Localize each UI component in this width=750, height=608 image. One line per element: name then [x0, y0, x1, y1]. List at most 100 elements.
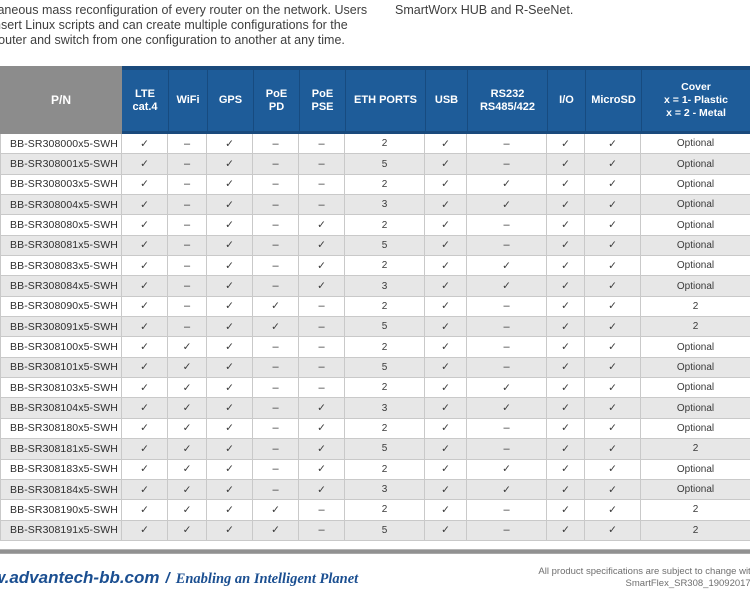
cell-wifi: ✓: [168, 357, 207, 379]
website-link[interactable]: w.advantech-bb.com: [0, 568, 160, 587]
cell-poe-pd: ✓: [253, 520, 299, 541]
cell-rs232-rs485-422: ✓: [467, 479, 547, 501]
cell-gps: ✓: [207, 134, 253, 155]
cell-cover: 2: [641, 297, 750, 318]
cell-wifi: ✓: [168, 459, 207, 480]
cell-lte-cat4: ✓: [122, 296, 168, 318]
cell-io: ✓: [547, 418, 585, 440]
cell-gps: ✓: [207, 337, 253, 358]
cell-rs232-rs485-422: ✓: [467, 174, 547, 196]
cell-poe-pse: ✓: [299, 235, 345, 257]
intro-line-3: router and switch from one configuration…: [0, 33, 345, 48]
cell-io: ✓: [547, 235, 585, 257]
cell-rs232-rs485-422: –: [467, 357, 547, 379]
column-header-pn: P/N: [0, 66, 122, 134]
cell-poe-pse: ✓: [299, 459, 345, 480]
cell-cover: Optional: [641, 480, 750, 501]
cell-gps: ✓: [207, 378, 253, 399]
cell-lte-cat4: ✓: [122, 398, 168, 419]
cell-poe-pse: –: [299, 195, 345, 216]
table-row: BB-SR308104x5-SWH ✓ ✓ ✓ – ✓ 3 ✓ ✓ ✓ ✓ Optional: [0, 398, 750, 419]
cell-usb: ✓: [425, 459, 467, 480]
cell-gps: ✓: [207, 215, 253, 236]
cell-rs232-rs485-422: –: [467, 418, 547, 440]
cell-gps: ✓: [207, 398, 253, 419]
cell-poe-pse: –: [299, 337, 345, 358]
part-number: BB-SR308104x5-SWH: [0, 398, 122, 419]
column-header-eth-ports: ETH PORTS: [345, 66, 425, 134]
cell-rs232-rs485-422: ✓: [467, 276, 547, 297]
cell-usb: ✓: [425, 418, 467, 440]
cell-gps: ✓: [207, 439, 253, 460]
cell-cover: Optional: [641, 460, 750, 480]
cell-gps: ✓: [207, 479, 253, 501]
cell-wifi: –: [168, 134, 207, 155]
cell-microsd: ✓: [585, 439, 641, 460]
cell-poe-pd: –: [253, 398, 299, 419]
cell-eth-ports: 5: [345, 357, 425, 379]
table-row: BB-SR308080x5-SWH ✓ – ✓ – ✓ 2 ✓ – ✓ ✓ Optional: [0, 215, 750, 236]
column-header-lte-cat4: LTE cat.4: [122, 66, 168, 134]
cell-io: ✓: [547, 317, 585, 338]
cell-poe-pd: ✓: [253, 317, 299, 338]
cell-poe-pd: –: [253, 134, 299, 155]
cell-microsd: ✓: [585, 357, 641, 379]
cell-gps: ✓: [207, 154, 253, 175]
cell-lte-cat4: ✓: [122, 256, 168, 277]
cell-io: ✓: [547, 439, 585, 460]
cell-wifi: ✓: [168, 439, 207, 460]
cell-usb: ✓: [425, 195, 467, 216]
cell-usb: ✓: [425, 479, 467, 501]
cell-wifi: ✓: [168, 479, 207, 501]
footer-tagline: Enabling an Intelligent Planet: [175, 571, 359, 587]
cell-usb: ✓: [425, 439, 467, 460]
cell-poe-pse: –: [299, 154, 345, 175]
part-number: BB-SR308184x5-SWH: [0, 479, 122, 501]
cell-lte-cat4: ✓: [122, 235, 168, 257]
cell-eth-ports: 2: [345, 256, 425, 277]
cell-wifi: –: [168, 256, 207, 277]
product-spec-table: P/N LTE cat.4 WiFi GPS PoE PD PoE PSE ETH PORTS US…: [0, 66, 750, 541]
cell-eth-ports: 2: [345, 134, 425, 155]
part-number: BB-SR308090x5-SWH: [0, 296, 122, 318]
cell-cover: Optional: [641, 154, 750, 175]
cell-microsd: ✓: [585, 418, 641, 440]
cell-lte-cat4: ✓: [122, 479, 168, 501]
cell-eth-ports: 5: [345, 520, 425, 541]
table-row: BB-SR308004x5-SWH ✓ – ✓ – –3 ✓ ✓ ✓ ✓ Optional: [0, 195, 750, 216]
cell-cover: Optional: [641, 337, 750, 358]
cell-poe-pd: –: [253, 439, 299, 460]
column-header-io: I/O: [547, 66, 585, 134]
table-row: BB-SR308181x5-SWH ✓ ✓ ✓ – ✓ 5 ✓ – ✓ ✓ 2: [0, 439, 750, 460]
cell-poe-pse: ✓: [299, 398, 345, 419]
table-row: BB-SR308190x5-SWH ✓ ✓ ✓ ✓ –2 ✓ – ✓ ✓ 2: [0, 500, 750, 521]
cell-poe-pse: ✓: [299, 256, 345, 277]
cell-io: ✓: [547, 398, 585, 419]
cell-cover: Optional: [641, 175, 750, 196]
cell-rs232-rs485-422: –: [467, 134, 547, 155]
cell-lte-cat4: ✓: [122, 459, 168, 480]
part-number: BB-SR308000x5-SWH: [0, 134, 122, 155]
cell-microsd: ✓: [585, 520, 641, 541]
cell-io: ✓: [547, 195, 585, 216]
cell-cover: 2: [641, 317, 750, 338]
cell-poe-pse: ✓: [299, 439, 345, 460]
cell-rs232-rs485-422: –: [467, 337, 547, 358]
cell-io: ✓: [547, 378, 585, 399]
footer-branding: w.advantech-bb.com / Enabling an Intellige…: [0, 568, 358, 588]
table-row: BB-SR308100x5-SWH ✓ ✓ ✓ – –2 ✓ – ✓ ✓ Optional: [0, 337, 750, 358]
cell-gps: ✓: [207, 195, 253, 216]
intro-paragraph-left: taneous mass reconfiguration of every ro…: [0, 3, 384, 49]
cell-rs232-rs485-422: –: [467, 215, 547, 236]
cell-gps: ✓: [207, 256, 253, 277]
cell-lte-cat4: ✓: [122, 439, 168, 460]
cell-io: ✓: [547, 174, 585, 196]
cell-usb: ✓: [425, 134, 467, 155]
cell-io: ✓: [547, 134, 585, 155]
cell-poe-pse: –: [299, 357, 345, 379]
cell-gps: ✓: [207, 276, 253, 297]
cell-wifi: –: [168, 235, 207, 257]
cell-rs232-rs485-422: ✓: [467, 195, 547, 216]
cell-usb: ✓: [425, 317, 467, 338]
cell-cover: Optional: [641, 215, 750, 236]
